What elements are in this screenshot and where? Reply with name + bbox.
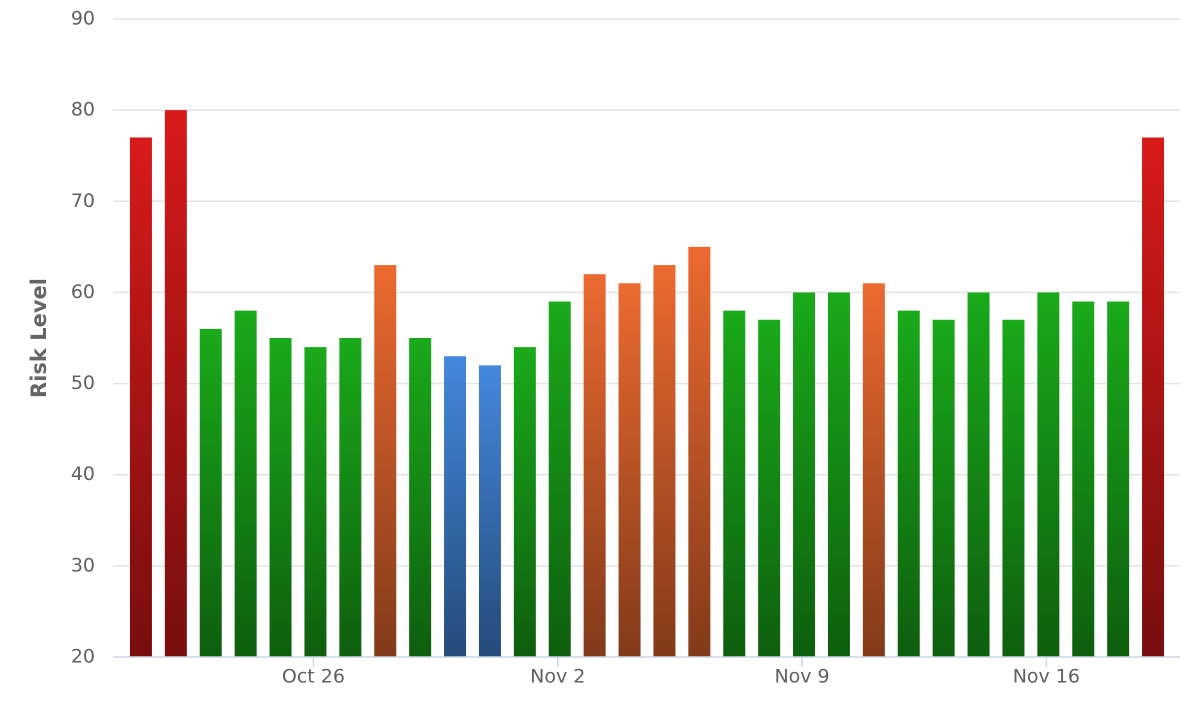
bar (688, 246, 711, 657)
bar (758, 319, 781, 657)
y-tick-label: 40 (71, 463, 95, 485)
bar (269, 338, 292, 657)
bar (1142, 137, 1165, 657)
x-tick-label: Nov 9 (774, 666, 829, 688)
bar (1037, 292, 1060, 657)
bar (339, 338, 362, 657)
bar (618, 283, 641, 657)
x-tick-label: Nov 16 (1013, 666, 1080, 688)
bar (583, 274, 606, 657)
bar (444, 356, 467, 657)
bar (793, 292, 816, 657)
bar (304, 347, 327, 657)
bar (827, 292, 850, 657)
x-tick-label: Nov 2 (530, 666, 585, 688)
bar (1002, 319, 1025, 657)
y-tick-label: 30 (71, 554, 95, 576)
bar (374, 265, 397, 657)
x-tick-label: Oct 26 (282, 666, 345, 688)
y-tick-label: 20 (71, 646, 95, 668)
y-tick-label: 90 (71, 8, 95, 30)
y-tick-label: 60 (71, 281, 95, 303)
bar (234, 310, 257, 657)
bar (409, 338, 432, 657)
bar (862, 283, 885, 657)
bar (653, 265, 676, 657)
bar (1107, 301, 1130, 657)
bar (513, 347, 536, 657)
bar (199, 328, 222, 657)
bar (897, 310, 920, 657)
y-axis-label: Risk Level (27, 278, 51, 398)
y-tick-label: 50 (71, 372, 95, 394)
bar (478, 365, 501, 657)
bar (932, 319, 955, 657)
bar (164, 110, 187, 657)
bar (1072, 301, 1095, 657)
bar (723, 310, 746, 657)
bar (967, 292, 990, 657)
y-tick-label: 70 (71, 190, 95, 212)
bar (129, 137, 152, 657)
y-tick-label: 80 (71, 99, 95, 121)
bar (548, 301, 571, 657)
